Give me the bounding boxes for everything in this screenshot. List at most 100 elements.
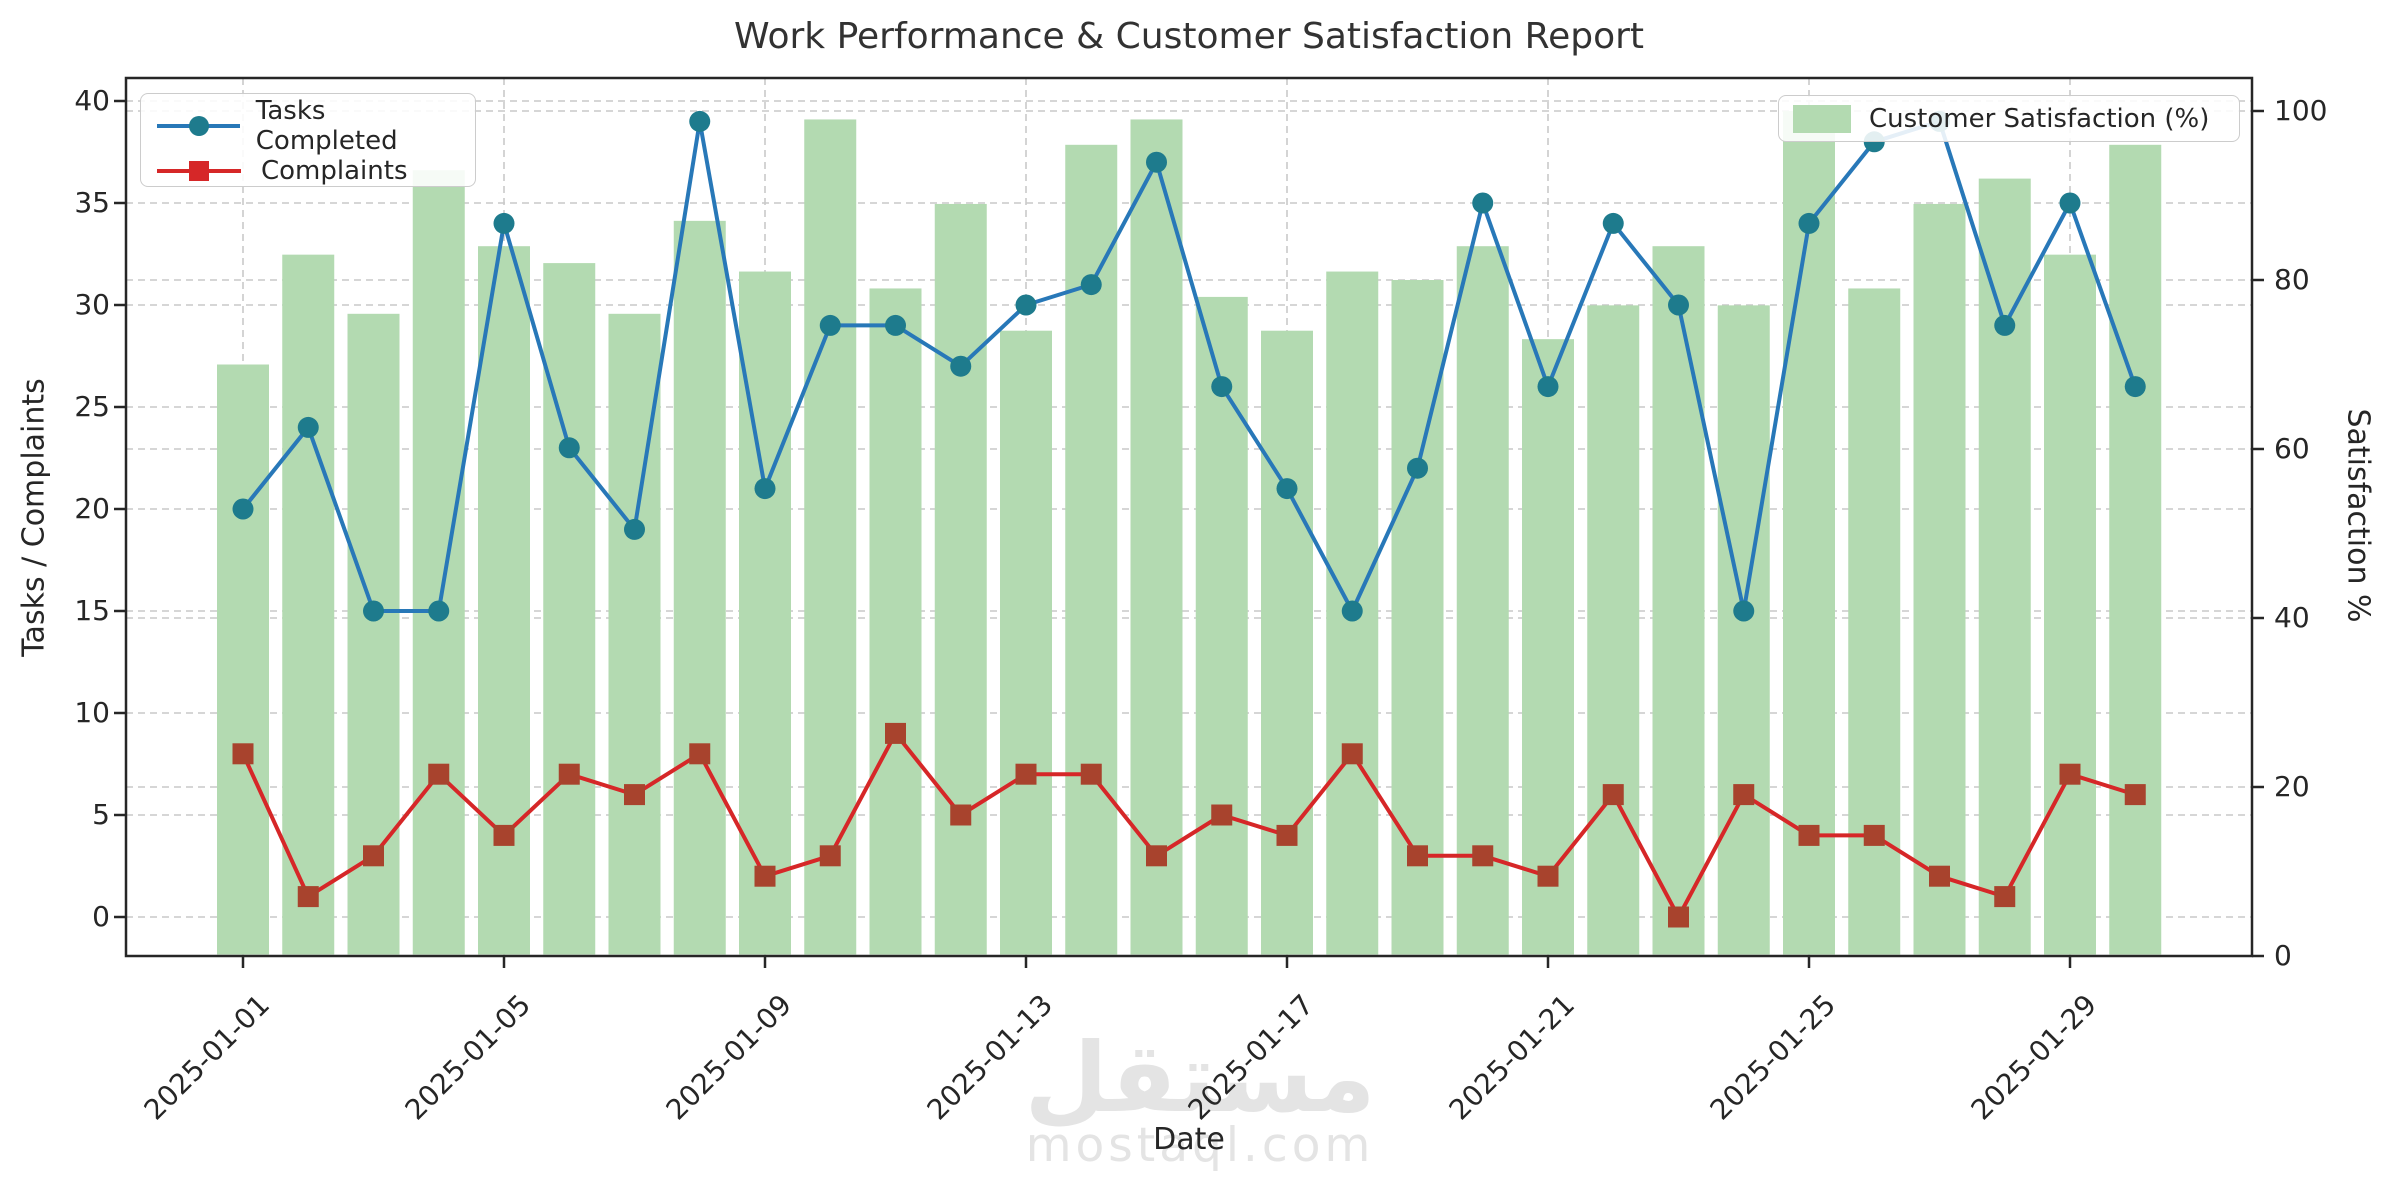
marker-complaints-2025-01-18 (1341, 743, 1363, 765)
x-axis-label: Date (1153, 1122, 1225, 1157)
bar-2025-01-01 (217, 364, 269, 955)
bar-2025-01-17 (1261, 330, 1313, 955)
marker-tasks-completed-2025-01-16 (1211, 376, 1233, 398)
bar-2025-01-14 (1065, 144, 1118, 955)
marker-tasks-completed-2025-01-14 (1080, 274, 1102, 296)
bar-2025-01-05 (478, 246, 530, 955)
marker-complaints-2025-01-01 (232, 743, 254, 765)
marker-tasks-completed-2025-01-07 (624, 518, 645, 540)
marker-tasks-completed-2025-01-06 (558, 437, 580, 459)
marker-complaints-2025-01-17 (1276, 824, 1298, 846)
y-tick-label-right-80: 80 (2274, 263, 2310, 296)
y-tick-label-right-20: 20 (2274, 770, 2310, 803)
marker-complaints-2025-01-21 (1537, 865, 1559, 887)
marker-tasks-completed-2025-01-30 (2124, 376, 2146, 398)
legend-item-tasks-completed: Tasks Completed (153, 96, 463, 156)
marker-tasks-completed-2025-01-25 (1798, 212, 1820, 234)
marker-tasks-completed-2025-01-13 (1015, 294, 1037, 316)
marker-complaints-2025-01-12 (950, 804, 972, 826)
bar-2025-01-20 (1456, 246, 1509, 955)
y-tick-label-left-15: 15 (74, 594, 110, 627)
bar-2025-01-08 (673, 220, 726, 955)
marker-complaints-2025-01-14 (1080, 763, 1102, 785)
marker-tasks-completed-2025-01-24 (1733, 600, 1755, 622)
bar-2025-01-29 (2044, 254, 2096, 955)
bar-2025-01-26 (1848, 288, 1901, 955)
line-complaints (241, 731, 2136, 919)
marker-tasks-completed-2025-01-29 (2059, 192, 2081, 214)
watermark-arabic-logo: مستقل (1024, 1022, 1376, 1134)
marker-tasks-completed-2025-01-12 (950, 355, 972, 377)
bar-2025-01-16 (1195, 296, 1248, 955)
bar-2025-01-11 (869, 288, 922, 955)
bar-2025-01-22 (1587, 305, 1640, 955)
marker-complaints-2025-01-25 (1798, 824, 1820, 846)
bar-2025-01-24 (1717, 305, 1770, 955)
marker-complaints-2025-01-19 (1407, 845, 1428, 867)
marker-tasks-completed-2025-01-18 (1341, 600, 1363, 622)
marker-complaints-2025-01-27 (1929, 865, 1950, 887)
bar-2025-01-30 (2109, 144, 2162, 955)
y-tick-label-left-30: 30 (74, 288, 110, 321)
marker-tasks-completed-2025-01-20 (1472, 192, 1494, 214)
marker-tasks-completed-2025-01-21 (1537, 376, 1559, 398)
marker-complaints-2025-01-02 (297, 886, 319, 908)
marker-tasks-completed-2025-01-23 (1668, 294, 1689, 316)
marker-tasks-completed-2025-01-03 (363, 600, 384, 622)
y-tick-label-left-10: 10 (74, 696, 110, 729)
marker-tasks-completed-2025-01-11 (885, 314, 906, 336)
marker-complaints-2025-01-24 (1733, 784, 1755, 806)
bar-2025-01-09 (739, 271, 791, 955)
chart-title: Work Performance & Customer Satisfaction… (733, 16, 1645, 57)
marker-complaints-2025-01-05 (493, 824, 515, 846)
marker-complaints-2025-01-13 (1015, 763, 1037, 785)
y-tick-label-left-40: 40 (74, 84, 110, 117)
marker-complaints-2025-01-30 (2124, 784, 2146, 806)
marker-complaints-2025-01-07 (624, 784, 645, 806)
bar-2025-01-06 (543, 263, 596, 955)
watermark-url: mostaql.com (1025, 1118, 1375, 1173)
marker-complaints-2025-01-26 (1863, 824, 1885, 846)
marker-complaints-2025-01-08 (689, 743, 711, 765)
y-tick-label-left-0: 0 (92, 900, 110, 933)
bar-2025-01-02 (282, 254, 335, 955)
marker-tasks-completed-2025-01-22 (1602, 212, 1624, 234)
legend-satisfaction: Customer Satisfaction (%) (1778, 95, 2240, 142)
marker-tasks-completed-2025-01-10 (819, 314, 841, 336)
marker-complaints-2025-01-06 (558, 763, 580, 785)
y-tick-label-right-0: 0 (2274, 939, 2292, 972)
y-tick-label-right-40: 40 (2274, 601, 2310, 634)
y-tick-label-left-35: 35 (74, 186, 110, 219)
marker-tasks-completed-2025-01-02 (297, 416, 319, 438)
marker-complaints-2025-01-28 (1994, 886, 2016, 908)
legend-item-complaints: Complaints (153, 156, 463, 186)
bar-2025-01-21 (1522, 339, 1574, 955)
legend-sample-tasks-line-icon (157, 116, 240, 136)
bar-2025-01-10 (804, 119, 857, 955)
legend-label-complaints: Complaints (261, 156, 408, 186)
line-tasks-completed (241, 119, 2138, 613)
y-axis-label-right: Satisfaction % (2340, 408, 2376, 623)
axes-spines (124, 76, 2254, 958)
marker-tasks-completed-2025-01-08 (689, 110, 711, 132)
marker-tasks-completed-2025-01-19 (1407, 457, 1428, 479)
marker-complaints-2025-01-20 (1472, 845, 1494, 867)
marker-complaints-2025-01-10 (819, 845, 841, 867)
y-tick-label-right-60: 60 (2274, 432, 2310, 465)
legend-swatch-satisfaction-icon (1793, 104, 1851, 133)
marker-tasks-completed-2025-01-09 (754, 478, 776, 500)
legend-label-tasks-completed: Tasks Completed (255, 96, 398, 156)
bar-2025-01-25 (1783, 111, 1835, 955)
legend-label-satisfaction: Customer Satisfaction (%) (1869, 103, 2210, 134)
marker-tasks-completed-2025-01-15 (1146, 151, 1167, 173)
marker-complaints-2025-01-04 (428, 763, 450, 785)
marker-tasks-completed-2025-01-28 (1994, 314, 2016, 336)
bar-2025-01-28 (1978, 178, 2031, 955)
marker-complaints-2025-01-11 (885, 722, 906, 744)
marker-tasks-completed-2025-01-01 (232, 498, 254, 520)
marker-complaints-2025-01-15 (1146, 845, 1167, 867)
y-tick-label-left-5: 5 (92, 798, 110, 831)
marker-complaints-2025-01-03 (363, 845, 384, 867)
